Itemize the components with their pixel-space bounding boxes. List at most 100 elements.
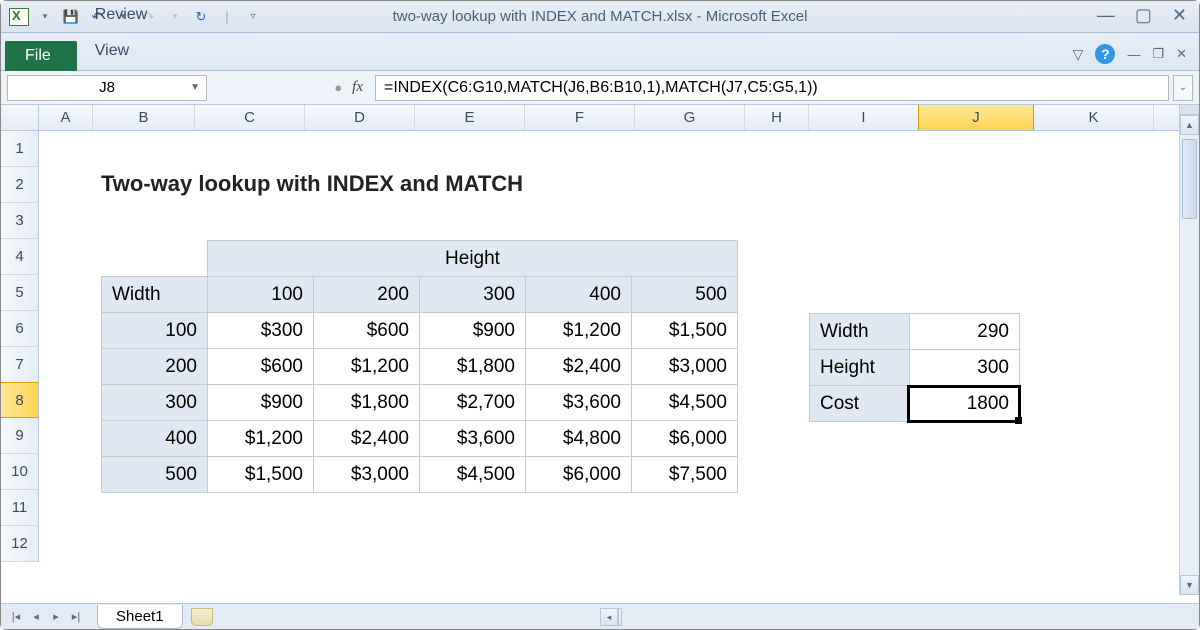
data-cell[interactable]: $3,000 [632,349,738,385]
data-cell[interactable]: $6,000 [632,421,738,457]
fx-icon[interactable]: fx [352,79,363,96]
sheet-tab-bar: |◂ ◂ ▸ ▸| Sheet1 ◂ [1,603,1199,629]
data-cell[interactable]: $3,600 [526,385,632,421]
lookup-table: Width290Height300Cost1800 [809,313,1020,422]
data-cell[interactable]: $6,000 [526,457,632,493]
data-cell[interactable]: $1,500 [632,313,738,349]
data-cell[interactable]: $4,500 [632,385,738,421]
lookup-value-height[interactable]: 300 [910,350,1020,386]
sheet-nav-prev-icon[interactable]: ◂ [27,608,45,626]
column-headers: ABCDEFGHIJK [1,105,1179,131]
data-cell[interactable]: $1,200 [526,313,632,349]
data-cell[interactable]: $900 [208,385,314,421]
sheet-nav-last-icon[interactable]: ▸| [67,608,85,626]
window-title: two-way lookup with INDEX and MATCH.xlsx… [393,8,808,25]
column-header-I[interactable]: I [809,105,919,130]
data-cell[interactable]: $4,500 [420,457,526,493]
data-cell[interactable]: $1,500 [208,457,314,493]
data-cell[interactable]: $1,800 [314,385,420,421]
column-header-G[interactable]: G [635,105,745,130]
workbook-minimize-icon[interactable]: — [1127,47,1140,62]
data-cell[interactable]: $7,500 [632,457,738,493]
row-header-5[interactable]: 5 [1,275,39,311]
qat-dropdown-icon[interactable]: ▾ [33,5,57,29]
main-data-table: Height Width 100200300400500 100$300$600… [101,240,738,493]
sheet-tab[interactable]: Sheet1 [97,605,183,629]
column-header-F[interactable]: F [525,105,635,130]
column-header-A[interactable]: A [39,105,93,130]
cancel-formula-icon[interactable]: ● [334,80,342,95]
tab-review[interactable]: Review [77,0,203,34]
column-header-C[interactable]: C [195,105,305,130]
new-sheet-icon[interactable] [191,608,213,626]
data-cell[interactable]: $3,600 [420,421,526,457]
row-header-11[interactable]: 11 [1,490,39,526]
sheet-nav-next-icon[interactable]: ▸ [47,608,65,626]
row-header-cell: 200 [102,349,208,385]
row-header-cell: 100 [102,313,208,349]
excel-logo-icon[interactable] [7,5,31,29]
row-header-7[interactable]: 7 [1,347,39,383]
row-header-cell: 300 [102,385,208,421]
col-header-cell: 300 [420,277,526,313]
lookup-value-cost[interactable]: 1800 [910,386,1020,422]
workbook-restore-icon[interactable]: ❐ [1152,46,1164,62]
column-header-D[interactable]: D [305,105,415,130]
row-header-8[interactable]: 8 [1,382,39,418]
row-header-12[interactable]: 12 [1,526,39,562]
data-cell[interactable]: $1,800 [420,349,526,385]
row-header-1[interactable]: 1 [1,131,39,167]
data-cell[interactable]: $1,200 [208,421,314,457]
split-box-icon[interactable] [1180,105,1199,115]
maximize-icon[interactable]: ▢ [1135,6,1152,24]
data-cell[interactable]: $600 [314,313,420,349]
data-cell[interactable]: $2,400 [526,349,632,385]
lookup-label-height: Height [810,350,910,386]
formula-input[interactable]: =INDEX(C6:G10,MATCH(J6,B6:B10,1),MATCH(J… [375,75,1169,101]
row-header-cell: 500 [102,457,208,493]
data-cell[interactable]: $900 [420,313,526,349]
data-cell[interactable]: $3,000 [314,457,420,493]
close-icon[interactable]: ✕ [1172,6,1187,24]
minimize-icon[interactable]: — [1097,6,1115,24]
data-cell[interactable]: $600 [208,349,314,385]
lookup-value-width[interactable]: 290 [910,314,1020,350]
qat-customize-icon[interactable]: ▿ [241,5,265,29]
workbook-close-icon[interactable]: ✕ [1176,46,1187,62]
select-all-corner[interactable] [1,105,39,130]
row-header-4[interactable]: 4 [1,239,39,275]
hscroll-track[interactable] [618,608,622,626]
column-header-K[interactable]: K [1034,105,1154,130]
sheet-nav-first-icon[interactable]: |◂ [7,608,25,626]
row-header-2[interactable]: 2 [1,167,39,203]
row-header-6[interactable]: 6 [1,311,39,347]
data-cell[interactable]: $300 [208,313,314,349]
scroll-up-icon[interactable]: ▲ [1180,115,1199,135]
data-cell[interactable]: $4,800 [526,421,632,457]
data-cell[interactable]: $2,400 [314,421,420,457]
scroll-down-icon[interactable]: ▼ [1180,575,1199,595]
name-box-dropdown-icon[interactable]: ▼ [190,82,200,93]
scroll-thumb[interactable] [1182,139,1197,219]
tab-view[interactable]: View [77,34,203,70]
vertical-scrollbar[interactable]: ▲ ▼ [1179,105,1199,595]
row-header-10[interactable]: 10 [1,454,39,490]
help-icon[interactable]: ? [1095,44,1115,64]
worksheet-area: ABCDEFGHIJK 123456789101112 Two-way look… [1,105,1199,595]
ribbon-minimize-icon[interactable]: ▽ [1073,46,1084,63]
row-header-3[interactable]: 3 [1,203,39,239]
column-header-E[interactable]: E [415,105,525,130]
row-header-9[interactable]: 9 [1,418,39,454]
column-header-J[interactable]: J [918,105,1034,130]
column-header-H[interactable]: H [745,105,809,130]
column-header-B[interactable]: B [93,105,195,130]
hscroll-left-icon[interactable]: ◂ [600,608,618,626]
formula-expand-icon[interactable]: ⌄ [1173,75,1193,101]
formula-text: =INDEX(C6:G10,MATCH(J6,B6:B10,1),MATCH(J… [384,79,818,97]
file-tab[interactable]: File [5,41,77,71]
data-cell[interactable]: $1,200 [314,349,420,385]
cells-area[interactable]: Two-way lookup with INDEX and MATCH Heig… [39,131,1179,562]
name-box[interactable]: J8 ▼ [7,75,207,101]
qat-sep: | [215,5,239,29]
data-cell[interactable]: $2,700 [420,385,526,421]
